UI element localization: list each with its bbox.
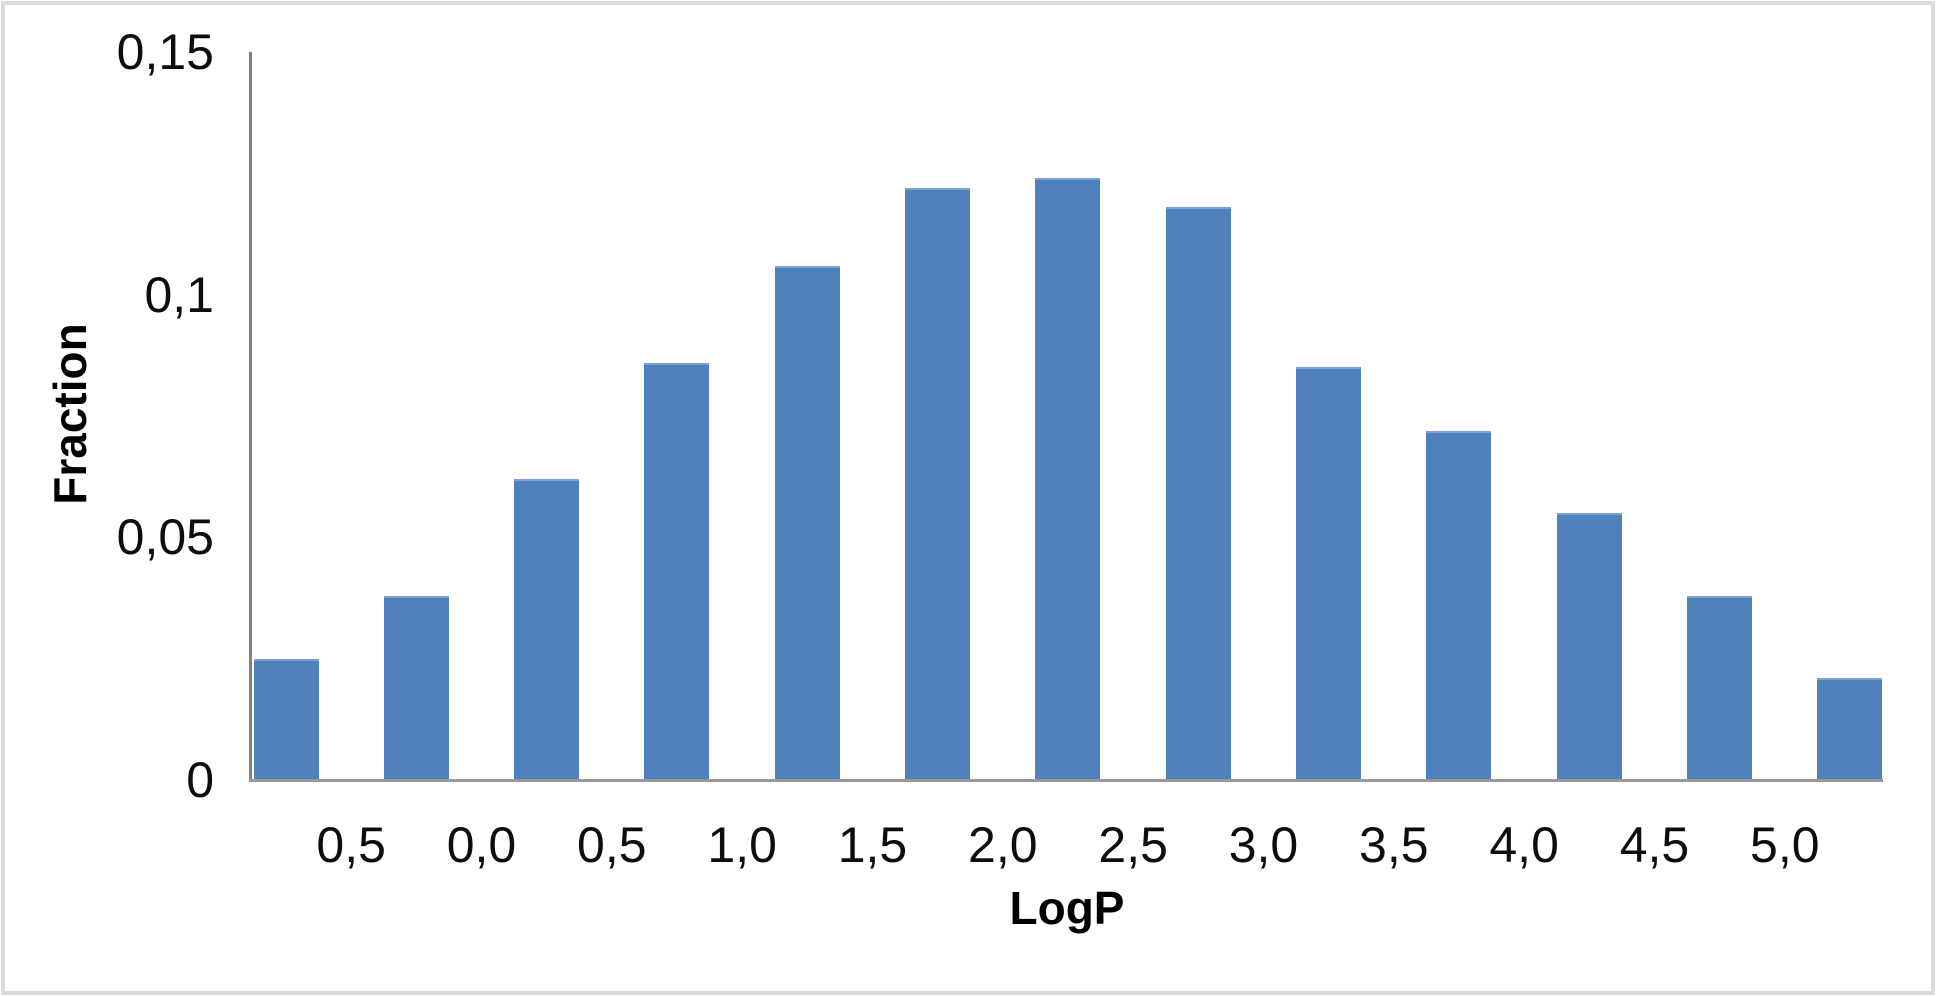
bar — [253, 658, 319, 780]
x-tick-label: 3,5 — [1359, 817, 1429, 873]
x-tick-label: 4,5 — [1619, 817, 1690, 873]
x-tick-label: 0,0 — [446, 817, 517, 873]
bar — [1426, 430, 1492, 780]
bar — [1817, 678, 1883, 780]
bar — [644, 362, 710, 780]
x-tick-label: 0,5 — [316, 817, 386, 873]
bar — [1035, 178, 1101, 780]
y-tick-label: 0,1 — [144, 266, 214, 323]
bar — [383, 595, 449, 780]
y-tick-label: 0,15 — [116, 24, 214, 80]
x-tick-label: 3,0 — [1228, 817, 1299, 873]
y-axis-title: Fraction — [44, 323, 96, 505]
bar — [1296, 367, 1362, 780]
x-axis-title: LogP — [1009, 882, 1125, 934]
bar — [514, 479, 580, 780]
y-tick-label: 0,05 — [116, 509, 214, 566]
x-tick-label: 1,0 — [707, 817, 777, 873]
x-tick-label: 5,0 — [1750, 817, 1820, 873]
x-tick-label: 2,0 — [968, 817, 1038, 873]
x-tick-label: 4,0 — [1489, 817, 1559, 873]
x-tick-label: 2,5 — [1098, 817, 1168, 873]
y-axis-line — [249, 52, 252, 782]
bar — [1687, 595, 1753, 780]
x-tick-label: 1,5 — [837, 817, 908, 873]
bar — [905, 187, 971, 780]
x-axis-line — [249, 779, 1883, 782]
bar — [1556, 513, 1622, 780]
bar — [774, 265, 840, 780]
bar — [1165, 207, 1231, 780]
x-tick-label: 0,5 — [577, 817, 647, 873]
y-tick-label: 0 — [186, 752, 214, 808]
